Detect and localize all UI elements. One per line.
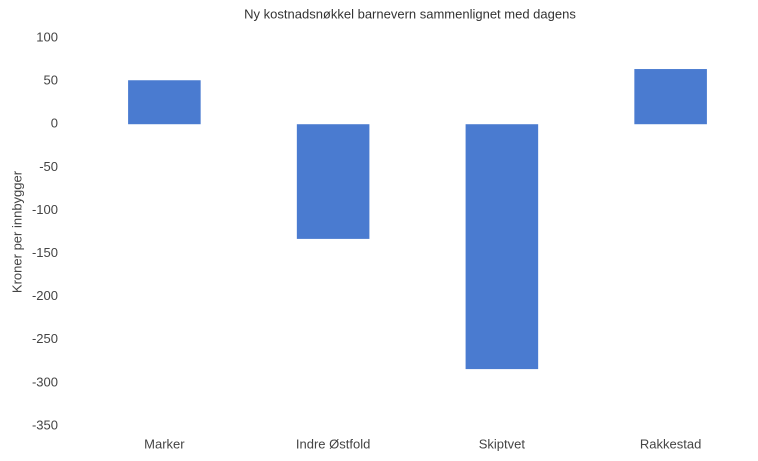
bar xyxy=(296,124,370,239)
y-tick-label: -100 xyxy=(32,202,58,217)
x-tick-label: Marker xyxy=(144,436,185,451)
y-tick-label: 0 xyxy=(51,116,58,131)
y-tick-label: -200 xyxy=(32,288,58,303)
y-tick-label: -350 xyxy=(32,417,58,432)
y-tick-label: 100 xyxy=(36,29,58,44)
x-tick-label: Skiptvet xyxy=(479,436,526,451)
x-tick-label: Rakkestad xyxy=(640,436,701,451)
y-tick-label: -300 xyxy=(32,374,58,389)
bar xyxy=(128,80,201,125)
y-tick-label: -250 xyxy=(32,331,58,346)
y-tick-label: -50 xyxy=(39,159,58,174)
bar xyxy=(465,124,539,370)
y-tick-label: -150 xyxy=(32,245,58,260)
chart-title: Ny kostnadsnøkkel barnevern sammenlignet… xyxy=(244,6,576,21)
x-tick-label: Indre Østfold xyxy=(296,436,370,451)
bar xyxy=(634,69,707,125)
y-tick-label: 50 xyxy=(44,73,58,88)
y-axis-label: Kroner per innbygger xyxy=(9,170,24,293)
